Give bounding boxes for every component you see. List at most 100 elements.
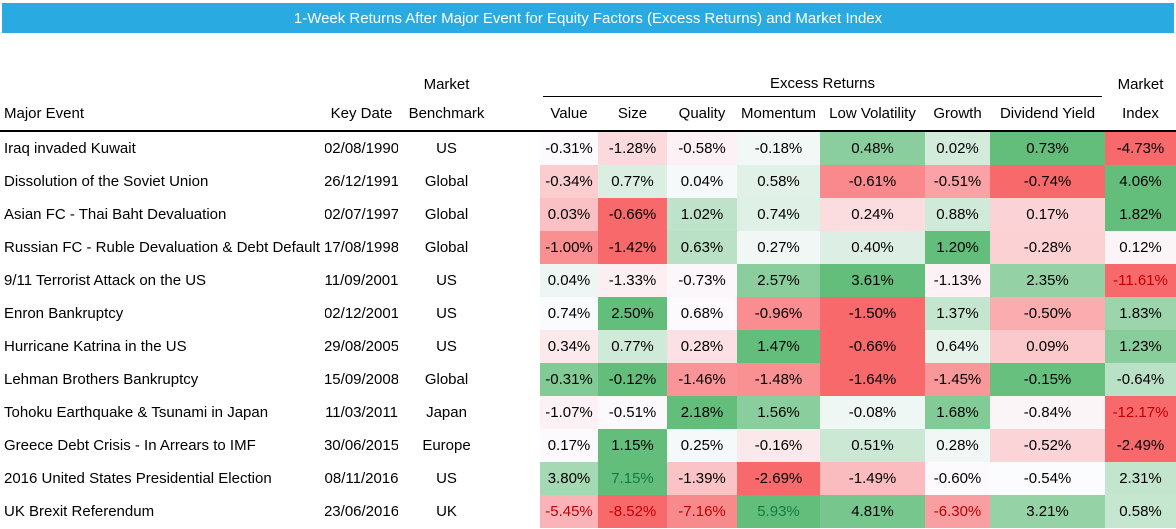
- row-spacer: [495, 363, 540, 396]
- factor-value-cell: 2.57%: [737, 264, 820, 297]
- factor-value-cell: -0.31%: [540, 132, 598, 165]
- key-date-cell: 23/06/2016: [325, 503, 398, 520]
- factor-value-cell: 0.77%: [598, 165, 667, 198]
- factor-value-cell: -0.16%: [737, 429, 820, 462]
- market-index-cell: -0.64%: [1105, 363, 1176, 396]
- benchmark-cell: Global: [424, 371, 469, 388]
- key-date-cell: 15/09/2008: [325, 371, 398, 388]
- excess-returns-group-header: Excess Returns: [543, 75, 1102, 97]
- factor-value-cell: 3.61%: [820, 264, 925, 297]
- event-cell: 9/11 Terrorist Attack on the US: [4, 272, 207, 289]
- factor-value-cell: -1.49%: [820, 462, 925, 495]
- factor-value-cell: 0.51%: [820, 429, 925, 462]
- table-row: Dissolution of the Soviet Union 26/12/199…: [0, 165, 1176, 198]
- factor-value-cell: 0.02%: [925, 132, 990, 165]
- factor-value-cell: -2.69%: [737, 462, 820, 495]
- factor-value-cell: -0.52%: [990, 429, 1105, 462]
- factor-value-cell: -0.15%: [990, 363, 1105, 396]
- market-index-cell: 1.82%: [1105, 198, 1176, 231]
- table-row: 2016 United States Presidential Election…: [0, 462, 1176, 495]
- column-header-growth: Growth: [933, 105, 982, 122]
- title-bar: 1-Week Returns After Major Event for Equ…: [2, 3, 1174, 33]
- column-header-low-volatility: Low Volatility: [829, 105, 916, 122]
- factor-value-cell: 0.63%: [667, 231, 737, 264]
- table-row: Russian FC - Ruble Devaluation & Debt De…: [0, 231, 1176, 264]
- group-header-row: Market Excess Returns Market: [0, 63, 1176, 97]
- row-spacer: [495, 132, 540, 165]
- benchmark-cell: Global: [424, 239, 469, 256]
- column-header-dividend-yield: Dividend Yield: [999, 105, 1096, 122]
- factor-value-cell: 7.15%: [598, 462, 667, 495]
- market-index-group-header: Market: [1117, 76, 1164, 93]
- factor-value-cell: -0.96%: [737, 297, 820, 330]
- factor-value-cell: 0.03%: [540, 198, 598, 231]
- key-date-cell: 02/12/2001: [325, 305, 398, 322]
- factor-value-cell: 1.47%: [737, 330, 820, 363]
- key-date-cell: 17/08/1998: [325, 239, 398, 256]
- factor-value-cell: 0.17%: [990, 198, 1105, 231]
- benchmark-group-header: Market: [423, 76, 470, 93]
- factor-value-cell: -7.16%: [667, 495, 737, 528]
- factor-value-cell: 0.17%: [540, 429, 598, 462]
- benchmark-cell: US: [436, 338, 457, 355]
- factor-value-cell: 0.28%: [925, 429, 990, 462]
- market-index-cell: 2.31%: [1105, 462, 1176, 495]
- factor-value-cell: 4.81%: [820, 495, 925, 528]
- column-header-row: Major Event Key Date Benchmark Value Siz…: [0, 97, 1176, 132]
- event-cell: Enron Bankruptcy: [4, 305, 124, 322]
- factor-value-cell: -6.30%: [925, 495, 990, 528]
- key-date-cell: 11/09/2001: [325, 272, 398, 289]
- key-date-cell: 02/07/1997: [325, 206, 398, 223]
- factor-value-cell: 0.04%: [540, 264, 598, 297]
- factor-value-cell: -0.51%: [598, 396, 667, 429]
- factor-value-cell: 0.64%: [925, 330, 990, 363]
- market-index-cell: -2.49%: [1105, 429, 1176, 462]
- event-cell: UK Brexit Referendum: [4, 503, 155, 520]
- factor-value-cell: 0.68%: [667, 297, 737, 330]
- factor-value-cell: 0.28%: [667, 330, 737, 363]
- factor-value-cell: -1.07%: [540, 396, 598, 429]
- factor-value-cell: -1.42%: [598, 231, 667, 264]
- column-header-momentum: Momentum: [740, 105, 817, 122]
- event-cell: Dissolution of the Soviet Union: [4, 173, 209, 190]
- factor-value-cell: -0.61%: [820, 165, 925, 198]
- factor-value-cell: -0.54%: [990, 462, 1105, 495]
- factor-value-cell: 1.02%: [667, 198, 737, 231]
- row-spacer: [495, 396, 540, 429]
- event-cell: Greece Debt Crisis - In Arrears to IMF: [4, 437, 256, 454]
- factor-value-cell: -0.60%: [925, 462, 990, 495]
- column-header-market-index: Index: [1122, 105, 1159, 122]
- table-body: Iraq invaded Kuwait 02/08/1990 US -0.31% -1.…: [0, 132, 1176, 528]
- table-row: Lehman Brothers Bankruptcy 15/09/2008 Glob…: [0, 363, 1176, 396]
- market-index-cell: 0.58%: [1105, 495, 1176, 528]
- event-cell: Hurricane Katrina in the US: [4, 338, 187, 355]
- market-index-cell: 1.23%: [1105, 330, 1176, 363]
- market-index-cell: -11.61%: [1105, 264, 1176, 297]
- event-cell: 2016 United States Presidential Election: [4, 470, 272, 487]
- page-title: 1-Week Returns After Major Event for Equ…: [293, 9, 883, 27]
- factor-value-cell: 1.56%: [737, 396, 820, 429]
- benchmark-cell: US: [436, 272, 457, 289]
- table-row: Enron Bankruptcy 02/12/2001 US 0.74% 2.50% 0.…: [0, 297, 1176, 330]
- factor-value-cell: -8.52%: [598, 495, 667, 528]
- market-index-cell: 1.83%: [1105, 297, 1176, 330]
- event-cell: Lehman Brothers Bankruptcy: [4, 371, 199, 388]
- event-cell: Russian FC - Ruble Devaluation & Debt De…: [4, 239, 320, 256]
- event-cell: Asian FC - Thai Baht Devaluation: [4, 206, 227, 223]
- factor-value-cell: -0.51%: [925, 165, 990, 198]
- factor-value-cell: -1.28%: [598, 132, 667, 165]
- factor-value-cell: 0.88%: [925, 198, 990, 231]
- table-row: Hurricane Katrina in the US 29/08/2005 US 0…: [0, 330, 1176, 363]
- factor-value-cell: 1.20%: [925, 231, 990, 264]
- factor-value-cell: 1.15%: [598, 429, 667, 462]
- factor-value-cell: 2.35%: [990, 264, 1105, 297]
- factor-value-cell: -0.58%: [667, 132, 737, 165]
- factor-value-cell: -0.08%: [820, 396, 925, 429]
- factor-value-cell: -0.73%: [667, 264, 737, 297]
- benchmark-cell: US: [436, 140, 457, 157]
- table-row: Greece Debt Crisis - In Arrears to IMF 30…: [0, 429, 1176, 462]
- benchmark-cell: US: [436, 470, 457, 487]
- market-index-cell: -4.73%: [1105, 132, 1176, 165]
- table-row: 9/11 Terrorist Attack on the US 11/09/200…: [0, 264, 1176, 297]
